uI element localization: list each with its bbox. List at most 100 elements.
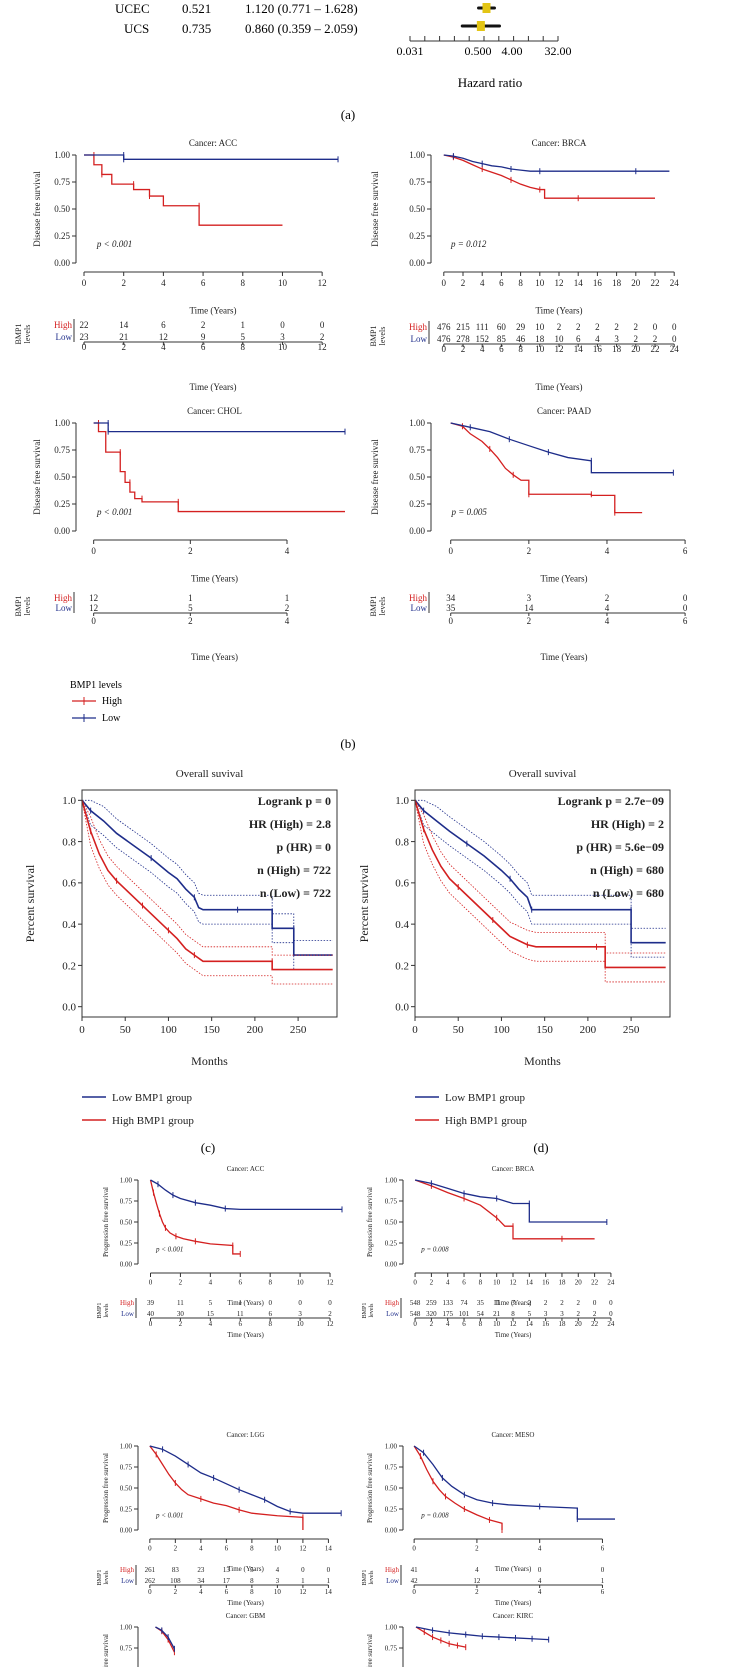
chart-title: Overall suvival	[176, 768, 244, 780]
y-axis-label: Disease free survival	[32, 439, 42, 515]
p-value: p < 0.001	[96, 507, 132, 517]
y-tick-label: 0.50	[54, 472, 70, 482]
x-tick-label: 14	[325, 1545, 333, 1553]
risk-count-low: 1	[327, 1577, 331, 1585]
risk-tick-label: 4	[538, 1588, 542, 1596]
risk-tick-label: 10	[297, 1320, 305, 1328]
risk-row-label-high: High	[54, 320, 73, 330]
x-tick-label: 2	[188, 546, 193, 556]
risk-side-label: BMP1	[97, 1303, 103, 1319]
risk-count-low: 175	[442, 1310, 453, 1318]
y-axis-label: Progression free survival	[366, 1453, 374, 1523]
risk-count-low: 6	[576, 334, 581, 344]
risk-count-high: 6	[161, 320, 166, 330]
risk-tick-label: 4	[480, 344, 485, 354]
risk-count-low: 3	[614, 334, 619, 344]
risk-count-low: 9	[201, 332, 206, 342]
p-value: p < 0.001	[96, 239, 132, 249]
y-tick-label: 0.75	[409, 177, 425, 187]
risk-side-label: levels	[378, 597, 387, 616]
risk-count-low: 15	[207, 1310, 215, 1318]
risk-row-label-low: Low	[121, 1577, 135, 1585]
series-line-low	[450, 422, 674, 474]
p-value: p = 0.005	[451, 507, 488, 517]
y-tick-label: 0.00	[120, 1526, 133, 1534]
x-tick-label: 2	[121, 278, 126, 288]
risk-x-label: Time (Years)	[540, 652, 587, 662]
risk-count-low: 6	[268, 1310, 272, 1318]
x-tick-label: 150	[203, 1024, 220, 1036]
risk-side-label: levels	[23, 597, 32, 616]
x-tick-label: 50	[120, 1024, 132, 1036]
risk-count-high: 476	[437, 322, 451, 332]
risk-count-high: 39	[147, 1299, 155, 1307]
risk-count-high: 11	[493, 1299, 500, 1307]
x-tick-label: 2	[430, 1279, 434, 1287]
risk-count-low: 3	[544, 1310, 548, 1318]
risk-x-label: Time (Years)	[495, 1599, 532, 1607]
x-tick-label: 2	[527, 546, 532, 556]
risk-count-high: 0	[593, 1299, 597, 1307]
risk-count-low: 3	[276, 1577, 280, 1585]
chart-d: Overall suvival 0.0 0.2 0.4 0.6 0.8 1.0 Percent…	[357, 768, 671, 1127]
series-ci-low	[415, 799, 666, 929]
x-tick-label: 6	[225, 1545, 229, 1553]
y-tick-label: 1.00	[120, 1442, 133, 1450]
risk-tick-label: 10	[274, 1588, 282, 1596]
risk-count-high: 1	[285, 593, 290, 603]
chart-e1: Cancer: ACC 0.00 0.25 0.50 0.75 1.00 Progressi…	[97, 1165, 343, 1339]
risk-count-high: 261	[145, 1566, 156, 1574]
stat-line: HR (High) = 2.8	[249, 817, 331, 831]
x-tick-label: 10	[274, 1545, 282, 1553]
risk-count-low: 42	[411, 1577, 419, 1585]
risk-count-low: 3	[280, 332, 285, 342]
chart-title: Cancer: CHOL	[187, 406, 242, 416]
x-tick-label: 12	[555, 278, 564, 288]
risk-count-high: 0	[301, 1566, 305, 1574]
risk-side-label: BMP1	[369, 596, 378, 617]
y-tick-label: 0.8	[395, 836, 409, 848]
risk-tick-label: 18	[612, 344, 622, 354]
y-tick-label: 0.4	[395, 919, 409, 931]
risk-count-high: 22	[80, 320, 89, 330]
risk-count-high: 1	[241, 320, 246, 330]
risk-count-high: 0	[609, 1299, 613, 1307]
chart-title: Cancer: LGG	[227, 1431, 265, 1439]
y-tick-label: 1.0	[62, 795, 76, 807]
risk-x-label: Time (Years)	[227, 1331, 264, 1339]
risk-tick-label: 2	[174, 1588, 178, 1596]
risk-tick-label: 14	[574, 344, 584, 354]
y-tick-label: 0.00	[120, 1260, 133, 1268]
forest-row-ucs-cancer: UCS	[124, 21, 149, 36]
x-axis-label: Time (Years)	[191, 573, 238, 583]
risk-count-low: 12	[473, 1577, 481, 1585]
risk-tick-label: 10	[278, 342, 288, 352]
risk-count-high: 2	[605, 593, 610, 603]
legend-label-0: Low BMP1 group	[112, 1092, 193, 1104]
risk-count-high: 0	[672, 322, 677, 332]
x-tick-label: 20	[575, 1279, 583, 1287]
y-tick-label: 0.50	[409, 204, 425, 214]
risk-tick-label: 2	[527, 616, 532, 626]
y-tick-label: 1.00	[120, 1623, 133, 1631]
chart-c: Overall suvival 0.0 0.2 0.4 0.6 0.8 1.0 Percent…	[23, 768, 338, 1127]
risk-row-label-low: Low	[56, 332, 73, 342]
risk-tick-label: 2	[475, 1588, 479, 1596]
series-ci-high	[81, 800, 333, 985]
risk-tick-label: 12	[555, 344, 564, 354]
risk-count-low: 1	[601, 1577, 605, 1585]
risk-count-low: 0	[683, 603, 688, 613]
risk-count-low: 23	[80, 332, 90, 342]
forest-point-ucec	[482, 3, 491, 13]
series-ci-low	[414, 800, 666, 958]
risk-count-low: 18	[535, 334, 545, 344]
risk-tick-label: 22	[591, 1320, 599, 1328]
chart-title: Cancer: MESO	[492, 1431, 535, 1439]
panel-label-b: (b)	[340, 736, 355, 751]
y-tick-label: 0.4	[62, 919, 76, 931]
risk-tick-label: 4	[209, 1320, 213, 1328]
risk-tick-label: 6	[225, 1588, 229, 1596]
risk-tick-label: 2	[461, 344, 466, 354]
risk-tick-label: 4	[285, 616, 290, 626]
x-tick-label: 0	[412, 1545, 416, 1553]
